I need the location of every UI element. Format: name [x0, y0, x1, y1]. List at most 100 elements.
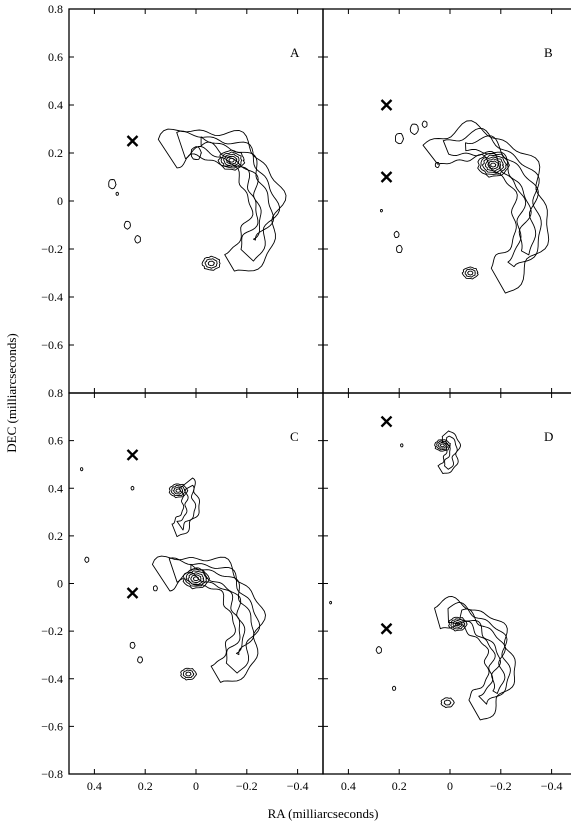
x-tick-label: 0 — [447, 779, 453, 793]
y-tick-label: 0.6 — [48, 434, 63, 448]
contour-knot — [190, 574, 202, 584]
contour-knot — [220, 151, 243, 169]
x-marker — [126, 449, 139, 461]
x-marker — [380, 415, 393, 428]
contour-knot — [461, 266, 479, 280]
x-tick-label: 0.2 — [392, 779, 407, 793]
contour-arc — [442, 127, 542, 268]
contour-blob — [329, 600, 333, 605]
contour-knot — [225, 155, 238, 165]
contour-arc — [434, 596, 516, 721]
contour-arc — [422, 120, 550, 294]
contour-arc — [168, 557, 261, 674]
panel-frames — [68, 8, 571, 775]
panel-label-d: D — [544, 429, 553, 444]
contour-arc — [151, 555, 266, 683]
y-tick-label: −0.8 — [41, 767, 63, 781]
panel-frame-b — [322, 8, 571, 394]
contour-knot — [182, 568, 211, 590]
contour-knot — [436, 440, 449, 451]
contour-blob — [409, 123, 419, 136]
contour-arc — [176, 130, 280, 262]
contour-knot — [479, 154, 508, 175]
contour-blob — [84, 556, 90, 563]
x-tick-label: 0.4 — [341, 779, 356, 793]
contour-blob — [123, 220, 131, 230]
contour-knot — [464, 268, 476, 278]
panel-label-a: A — [290, 45, 300, 60]
x-tick-label: 0.4 — [87, 779, 102, 793]
panel-label-c: C — [290, 429, 299, 444]
x-tick-label: −0.2 — [490, 779, 512, 793]
contour-arc — [200, 136, 275, 241]
contour-knot — [207, 260, 215, 267]
contour-blob — [393, 230, 400, 239]
contour-knot — [201, 255, 221, 271]
contour-blob — [115, 191, 119, 196]
contour-knot — [170, 484, 186, 496]
contour-blob — [400, 443, 404, 448]
contour-knot — [223, 153, 240, 167]
panel-frame-c — [68, 392, 324, 775]
y-tick-label: −0.4 — [41, 672, 63, 686]
x-marker — [380, 622, 393, 635]
contour-knot — [484, 158, 502, 172]
contour-knot — [487, 160, 499, 170]
contour-knot — [439, 443, 445, 448]
y-tick-label: 0 — [57, 194, 63, 208]
contour-knot — [490, 162, 497, 168]
marker-layer — [126, 99, 393, 635]
y-tick-label: 0.6 — [48, 50, 63, 64]
contour-knot — [434, 439, 451, 452]
contour-knot — [192, 576, 200, 582]
contour-knot — [481, 156, 505, 174]
y-tick-label: 0.4 — [48, 481, 63, 495]
contour-blob — [396, 244, 403, 254]
contour-knot — [180, 667, 198, 681]
contour-knot — [175, 488, 181, 493]
contour-knot — [443, 699, 452, 706]
x-marker — [380, 171, 393, 183]
contour-arc — [190, 563, 255, 656]
contour-blob — [79, 467, 84, 472]
contour-knot — [185, 671, 192, 677]
x-tick-label: 0 — [193, 779, 199, 793]
contour-blob — [421, 120, 428, 128]
contour-arc — [444, 435, 458, 470]
contour-arc — [465, 135, 539, 256]
x-marker — [126, 587, 139, 599]
contour-blob — [190, 146, 202, 160]
y-tick-label: 0.8 — [48, 2, 63, 16]
contour-knot — [448, 616, 468, 632]
y-axis-title: DEC (milliarcseconds) — [4, 333, 19, 453]
contour-blob — [108, 179, 117, 190]
x-marker — [126, 135, 139, 147]
y-tick-label: 0.8 — [48, 386, 63, 400]
y-tick-label: −0.2 — [41, 242, 63, 256]
panel-label-b: B — [544, 45, 553, 60]
contour-blob — [130, 485, 135, 491]
contour-blob — [392, 685, 397, 691]
x-axis-title: RA (milliarcseconds) — [268, 806, 379, 821]
x-marker — [380, 99, 393, 111]
y-tick-label: −0.6 — [41, 719, 63, 733]
x-tick-label: 0.2 — [138, 779, 153, 793]
y-tick-label: 0.2 — [48, 146, 63, 160]
y-tick-label: −0.4 — [41, 290, 63, 304]
x-tick-label: −0.2 — [236, 779, 258, 793]
contour-blob — [375, 646, 382, 654]
x-tick-label: −0.4 — [541, 779, 563, 793]
contour-knot — [182, 669, 195, 679]
y-tick-label: −0.6 — [41, 338, 63, 352]
contour-knot — [185, 570, 208, 587]
contour-knot — [467, 270, 474, 276]
contour-knot — [438, 441, 447, 449]
contour-knot — [228, 157, 235, 163]
contour-knot — [187, 572, 205, 586]
contour-knot — [168, 483, 189, 499]
contour-knot — [173, 486, 184, 495]
contour-knot — [454, 621, 461, 627]
contour-knot — [450, 618, 466, 630]
contour-blob — [134, 235, 141, 244]
